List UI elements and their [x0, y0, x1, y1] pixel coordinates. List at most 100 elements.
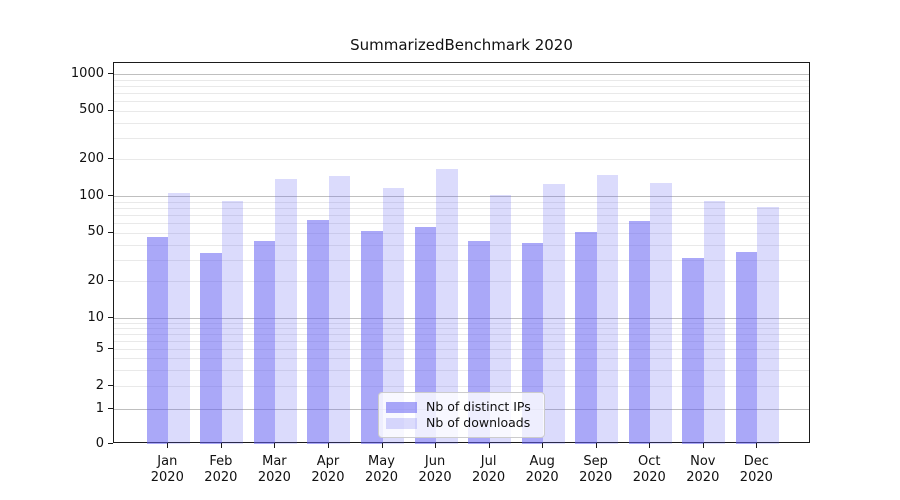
bar-downloads [596, 175, 619, 444]
x-tick-mark [542, 443, 544, 448]
y-tick-mark [108, 408, 113, 409]
y-tick-mark [108, 385, 113, 386]
bar-downloads [650, 182, 672, 444]
x-tick-label: Sep 2020 [579, 454, 613, 485]
x-tick-mark [220, 443, 222, 448]
y-tick-mark [108, 158, 113, 160]
bar-distinct-ips [361, 230, 383, 444]
bar-downloads [168, 192, 190, 444]
gridline-major [114, 196, 809, 197]
x-tick-mark [327, 443, 329, 448]
y-tick-label: 1000 [70, 65, 104, 81]
gridline-minor [114, 358, 809, 359]
legend-swatch-distinct-ips [386, 401, 417, 413]
legend: Nb of distinct IPs Nb of downloads [378, 392, 545, 438]
y-tick-label: 100 [79, 187, 104, 203]
gridline-minor [114, 349, 809, 350]
y-tick-label: 500 [79, 102, 104, 118]
chart-title: SummarizedBenchmark 2020 [350, 36, 573, 54]
y-tick-mark [108, 109, 113, 111]
gridline-minor [114, 110, 809, 112]
plot-area [113, 62, 810, 444]
y-tick-label: 1 [95, 400, 104, 416]
x-tick-mark [488, 443, 490, 448]
gridline-minor [114, 92, 809, 94]
y-tick-label: 0 [95, 435, 104, 451]
bar-distinct-ips [253, 240, 276, 444]
y-tick-mark [108, 195, 113, 196]
x-tick-mark [167, 443, 169, 448]
bar-distinct-ips [628, 221, 651, 444]
bar-distinct-ips [307, 220, 329, 444]
y-tick-mark [108, 317, 113, 318]
y-tick-mark [108, 280, 113, 282]
x-tick-label: May 2020 [364, 454, 399, 485]
gridline-minor [114, 281, 809, 283]
gridline-minor [114, 101, 809, 103]
gridline-minor [114, 322, 809, 324]
x-tick-mark [756, 443, 758, 448]
x-tick-label: Jun 2020 [418, 454, 452, 485]
y-tick-label: 200 [79, 150, 104, 166]
bar-downloads [489, 194, 512, 444]
x-tick-label: Jan 2020 [150, 454, 184, 485]
x-tick-mark [274, 443, 276, 448]
x-tick-label: Aug 2020 [525, 454, 559, 485]
x-tick-label: Dec 2020 [739, 454, 773, 485]
bar-downloads [436, 168, 458, 444]
gridline-major [114, 74, 809, 75]
gridline-minor [114, 159, 809, 161]
x-tick-mark [702, 443, 704, 448]
y-tick-label: 10 [87, 309, 104, 325]
gridline-minor [114, 333, 809, 335]
y-tick-mark [108, 231, 113, 233]
gridline-minor [114, 223, 809, 225]
gridline-minor [114, 386, 809, 387]
gridline-minor [114, 232, 809, 234]
legend-item-distinct-ips: Nb of distinct IPs [386, 399, 536, 415]
y-tick-mark [108, 348, 113, 349]
gridline-minor [114, 327, 809, 329]
gridline-minor [114, 244, 809, 246]
gridline-minor [114, 122, 809, 124]
gridline-minor [114, 340, 809, 342]
bar-downloads [221, 200, 244, 444]
bar-downloads [543, 183, 565, 444]
y-tick-mark [108, 73, 113, 74]
x-tick-label: Apr 2020 [311, 454, 345, 485]
x-tick-mark [381, 443, 383, 448]
gridline-minor [114, 369, 809, 371]
gridline-minor [114, 201, 809, 203]
legend-swatch-downloads [386, 417, 417, 429]
x-tick-label: Feb 2020 [204, 454, 238, 485]
bar-distinct-ips [146, 237, 169, 444]
gridline-minor [114, 214, 809, 216]
gridline-minor [114, 79, 809, 81]
x-tick-label: Oct 2020 [632, 454, 666, 485]
gridline-minor [114, 207, 809, 209]
gridline-major [114, 318, 809, 319]
bar-downloads [703, 200, 726, 444]
x-tick-mark [435, 443, 437, 448]
y-tick-mark [108, 443, 113, 444]
x-tick-mark [649, 443, 651, 448]
bar-distinct-ips [735, 251, 758, 444]
bar-downloads [382, 187, 404, 444]
y-tick-label: 20 [87, 272, 104, 288]
bar-distinct-ips [682, 258, 704, 444]
bar-distinct-ips [200, 253, 222, 444]
legend-item-downloads: Nb of downloads [386, 415, 536, 431]
x-tick-label: Mar 2020 [257, 454, 291, 485]
x-tick-label: Jul 2020 [472, 454, 506, 485]
gridline-minor [114, 85, 809, 87]
bar-downloads [328, 175, 351, 444]
bar-downloads [275, 178, 297, 444]
legend-label-downloads: Nb of downloads [426, 415, 531, 430]
x-tick-mark [595, 443, 597, 448]
y-tick-label: 2 [95, 377, 104, 393]
bar-downloads [757, 206, 779, 444]
y-tick-label: 5 [95, 340, 104, 356]
bar-distinct-ips [414, 226, 437, 444]
bar-distinct-ips [575, 231, 597, 444]
